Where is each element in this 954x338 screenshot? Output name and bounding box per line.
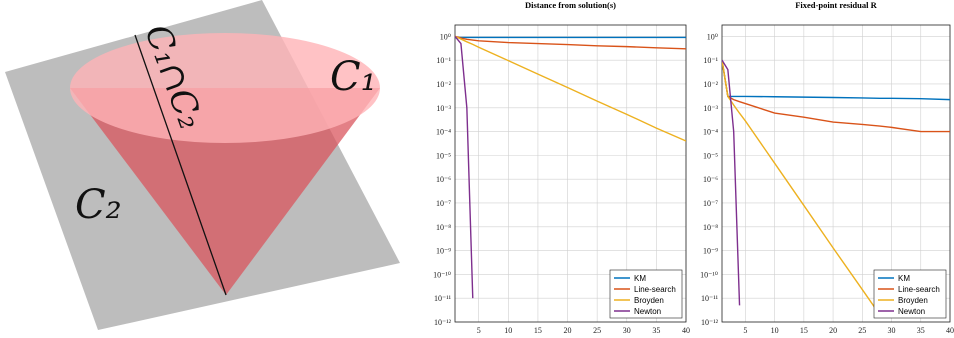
y-tick-label: 10⁰ [707, 32, 718, 41]
x-tick-label: 35 [917, 326, 925, 335]
illustration: C₁ C₂ C₁∩C₂ [5, 0, 400, 330]
x-tick-label: 15 [534, 326, 542, 335]
y-tick-label: 10⁻³ [703, 104, 718, 113]
plot-frame [721, 24, 951, 323]
series-line [722, 60, 950, 101]
y-tick-label: 10⁻⁴ [436, 128, 451, 137]
label-c1: C₁ [330, 54, 377, 100]
series-line [722, 60, 950, 133]
y-tick-label: 10⁻¹⁰ [700, 270, 718, 279]
x-tick-label: 10 [504, 326, 512, 335]
y-tick-label: 10⁻⁶ [703, 175, 718, 184]
y-tick-label: 10⁻² [703, 80, 718, 89]
x-tick-label: 25 [593, 326, 601, 335]
chart-title: Fixed-point residual R [795, 0, 877, 10]
y-tick-label: 10⁻⁸ [436, 223, 451, 232]
y-tick-label: 10⁻¹¹ [434, 294, 452, 303]
y-tick-label: 10⁻¹² [701, 318, 719, 327]
y-tick-label: 10⁻¹ [436, 56, 451, 65]
y-tick-label: 10⁻⁵ [703, 151, 718, 160]
y-tick-label: 10⁻⁵ [436, 151, 451, 160]
y-tick-label: 10⁻¹⁰ [433, 270, 451, 279]
chart: Distance from solution(s) 10⁰ 10⁻¹ 10⁻² 10⁻³… [433, 0, 690, 335]
x-tick-label: 5 [743, 326, 747, 335]
x-tick-label: 5 [477, 326, 481, 335]
chart-title: Distance from solution(s) [525, 0, 616, 10]
x-tick-label: 30 [623, 326, 631, 335]
legend-label: Line-search [898, 285, 940, 294]
series-line [722, 59, 741, 306]
y-tick-label: 10⁻⁹ [703, 247, 718, 256]
y-tick-label: 10⁻¹ [703, 56, 718, 65]
legend-label: Broyden [898, 296, 928, 305]
legend-label: Broyden [634, 296, 664, 305]
x-tick-label: 25 [858, 326, 866, 335]
legend-label: Line-search [634, 285, 676, 294]
series-line [455, 35, 474, 299]
label-c2: C₂ [75, 182, 122, 228]
x-tick-label: 20 [829, 326, 837, 335]
x-tick-label: 40 [946, 326, 954, 335]
x-tick-label: 10 [771, 326, 779, 335]
y-tick-label: 10⁻¹¹ [701, 294, 719, 303]
y-tick-label: 10⁻⁴ [703, 128, 718, 137]
y-tick-label: 10⁻⁷ [436, 199, 451, 208]
legend-label: Newton [898, 307, 925, 316]
series-line [455, 35, 686, 142]
y-tick-label: 10⁻¹² [434, 318, 452, 327]
x-tick-label: 40 [682, 326, 690, 335]
chart: Fixed-point residual R 10⁰ 10⁻¹ 10⁻² 10⁻³ 10⁻… [700, 0, 954, 335]
cone-body [70, 88, 380, 295]
y-tick-label: 10⁻⁶ [436, 175, 451, 184]
y-tick-label: 10⁻² [436, 80, 451, 89]
y-tick-label: 10⁻⁸ [703, 223, 718, 232]
x-tick-label: 35 [652, 326, 660, 335]
x-tick-label: 30 [888, 326, 896, 335]
intersection-line [134, 34, 227, 296]
cone-top [70, 33, 380, 143]
y-tick-label: 10⁻⁷ [703, 199, 718, 208]
legend-label: Newton [634, 307, 661, 316]
legend-label: KM [898, 274, 910, 283]
plot-frame [454, 24, 687, 323]
y-tick-label: 10⁻³ [436, 104, 451, 113]
x-tick-label: 20 [564, 326, 572, 335]
series-line [455, 35, 686, 50]
y-tick-label: 10⁰ [440, 32, 451, 41]
legend-label: KM [634, 274, 646, 283]
x-tick-label: 15 [800, 326, 808, 335]
y-tick-label: 10⁻⁹ [436, 247, 451, 256]
